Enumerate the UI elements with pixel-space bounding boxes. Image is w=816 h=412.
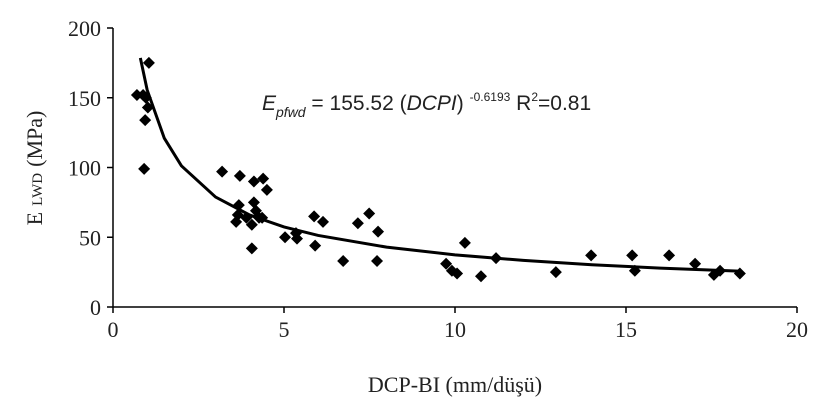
y-tick-label: 0: [90, 295, 101, 320]
point: [316, 215, 329, 228]
point: [260, 183, 273, 196]
point: [308, 210, 321, 223]
y-label-part: (MPa): [22, 111, 47, 167]
trend-line: [138, 57, 739, 273]
eq-part: DCPI: [407, 92, 457, 115]
eq-part: R: [510, 92, 531, 115]
point: [440, 257, 453, 270]
point: [257, 172, 270, 185]
point: [626, 249, 639, 262]
x-axis-label: DCP-BI (mm/düşü): [368, 372, 542, 397]
point: [549, 266, 562, 279]
y-axis-label: E LWD (MPa): [22, 111, 47, 226]
y-tick-label: 150: [68, 86, 101, 111]
point: [372, 225, 385, 238]
point: [451, 267, 464, 280]
point: [363, 207, 376, 220]
point: [245, 218, 258, 231]
eq-sup: 2: [531, 90, 538, 104]
point: [733, 267, 746, 280]
x-tick-label: 15: [615, 317, 637, 342]
point: [290, 232, 303, 245]
point: [371, 254, 384, 267]
eq-sub: pfwd: [275, 104, 307, 120]
point: [663, 249, 676, 262]
point: [351, 217, 364, 230]
x-tick-label: 10: [444, 317, 466, 342]
eq-part: E: [262, 92, 277, 115]
point: [689, 257, 702, 270]
x-tick-label: 5: [279, 317, 290, 342]
y-label-part: E: [22, 212, 47, 225]
eq-part: ): [457, 92, 470, 115]
eq-part: = 155.52 (: [306, 92, 407, 115]
point: [337, 254, 350, 267]
eq-part: =0.81: [538, 92, 591, 115]
y-label-sub: LWD: [30, 173, 46, 206]
equation: Epfwd = 155.52 (DCPI) -0.6193 R2=0.81: [262, 90, 591, 120]
point: [130, 88, 143, 101]
x-tick-label: 20: [786, 317, 808, 342]
point: [230, 215, 243, 228]
point: [139, 114, 152, 127]
y-tick-label: 100: [68, 156, 101, 181]
point: [245, 242, 258, 255]
point: [247, 175, 260, 188]
point: [216, 165, 229, 178]
point: [138, 162, 151, 175]
x-tick-label: 0: [108, 317, 119, 342]
y-tick-label: 200: [68, 16, 101, 41]
point: [279, 231, 292, 244]
y-tick-label: 50: [79, 225, 101, 250]
point: [247, 196, 260, 209]
point: [458, 236, 471, 249]
point: [309, 239, 322, 252]
eq-sup: -0.6193: [470, 90, 511, 104]
point: [142, 56, 155, 69]
point: [474, 270, 487, 283]
point: [585, 249, 598, 262]
point: [233, 169, 246, 182]
